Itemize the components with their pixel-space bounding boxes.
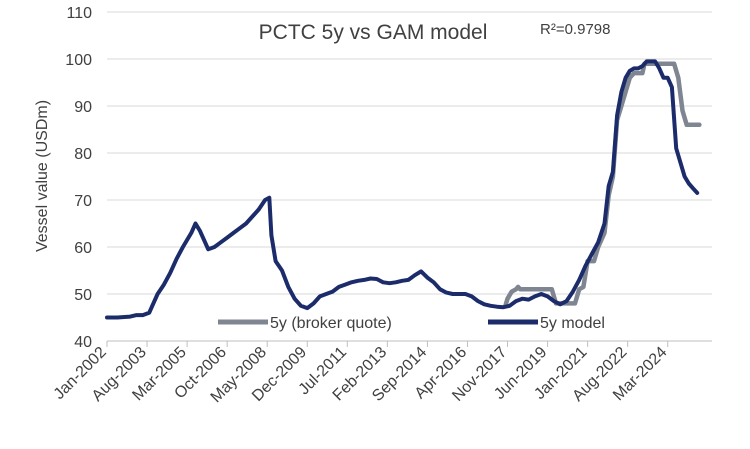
- legend: 5y (broker quote) 5y model: [218, 315, 605, 332]
- y-axis-label: Vessel value (USDm): [34, 100, 51, 252]
- series-line-broker-quote: [503, 61, 702, 309]
- y-tick-label: 60: [74, 240, 92, 257]
- y-tick-label: 70: [74, 193, 92, 210]
- series-lines: [105, 59, 702, 320]
- r-squared-annotation: R²=0.9798: [540, 21, 610, 38]
- y-tick-label: 80: [74, 146, 92, 163]
- chart-title: PCTC 5y vs GAM model: [259, 21, 488, 44]
- y-tick-label: 110: [66, 5, 92, 22]
- y-tick-label: 90: [74, 99, 92, 116]
- y-axis-ticks: 40 50 60 70 80 90 100 110: [65, 5, 92, 351]
- legend-label-model: 5y model: [540, 315, 605, 332]
- y-tick-label: 100: [65, 52, 92, 69]
- series-line-model: [105, 59, 700, 320]
- y-tick-label: 50: [74, 287, 92, 304]
- x-axis-ticks: Jan-2002Aug-2003Mar-2005Oct-2006May-2008…: [51, 341, 671, 406]
- gridlines: [107, 11, 712, 295]
- y-tick-label: 40: [74, 334, 92, 351]
- legend-label-broker: 5y (broker quote): [270, 315, 392, 332]
